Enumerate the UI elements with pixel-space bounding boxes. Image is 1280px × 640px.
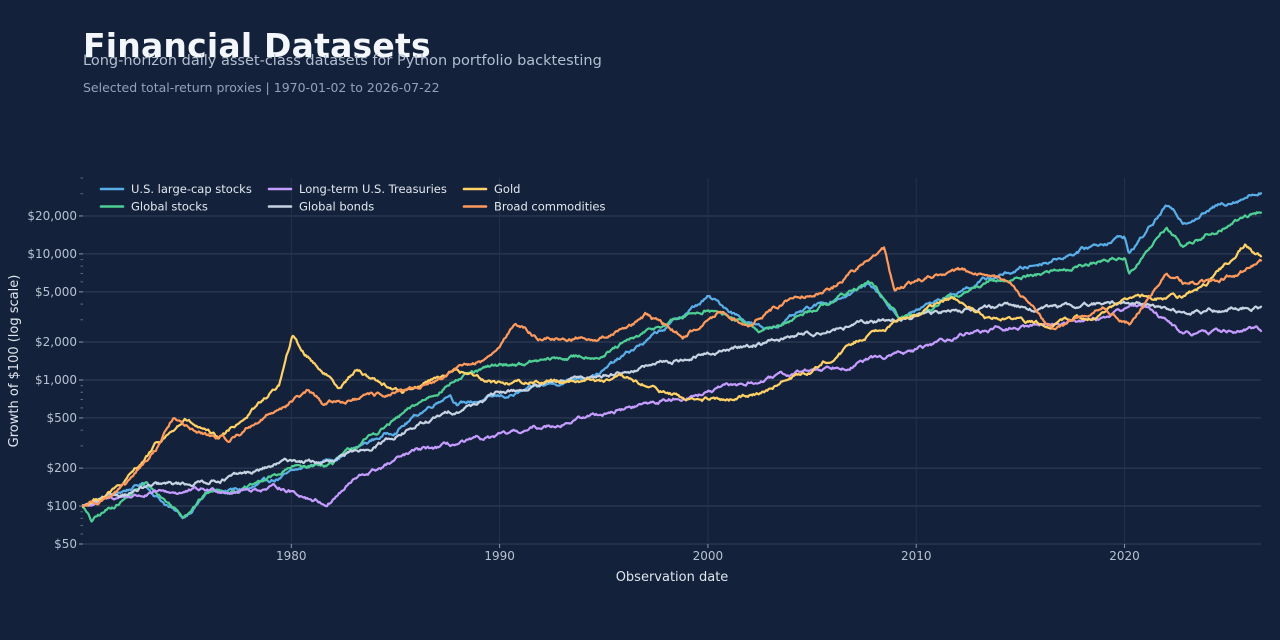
x-tick-label: 2020 bbox=[1109, 549, 1140, 563]
legend-label: Broad commodities bbox=[494, 200, 605, 214]
legend-label: Global stocks bbox=[131, 200, 208, 214]
y-tick-label: $50 bbox=[54, 537, 77, 551]
series-line bbox=[81, 243, 1263, 508]
y-tick-label: $2,000 bbox=[35, 335, 77, 349]
x-tick-label: 1990 bbox=[484, 549, 515, 563]
y-tick-label: $500 bbox=[46, 411, 77, 425]
series-line bbox=[81, 246, 1263, 507]
chart-grid bbox=[83, 178, 1261, 545]
legend-label: Gold bbox=[494, 182, 520, 196]
legend-label: U.S. large-cap stocks bbox=[131, 182, 252, 196]
y-tick-label: $100 bbox=[46, 499, 77, 513]
page-subtitle: Long-horizon daily asset-class datasets … bbox=[83, 53, 602, 69]
series-line bbox=[81, 211, 1263, 523]
page-title: Financial Datasets bbox=[83, 26, 431, 65]
y-tick-label: $20,000 bbox=[27, 209, 77, 223]
legend-label: Global bonds bbox=[299, 200, 374, 214]
x-axis: 1980 1990 2000 2010 2020 bbox=[276, 544, 1140, 563]
y-axis: $50 $100 $200 $500 $1,000 $2,000 $5,000 $10,000… bbox=[27, 177, 83, 551]
y-tick-label: $5,000 bbox=[35, 285, 77, 299]
y-axis-title: Growth of $100 (log scale) bbox=[7, 275, 22, 448]
x-tick-label: 2010 bbox=[901, 549, 932, 563]
x-tick-label: 2000 bbox=[693, 549, 724, 563]
legend-label: Long-term U.S. Treasuries bbox=[299, 182, 447, 196]
y-tick-label: $1,000 bbox=[35, 373, 77, 387]
date-range-caption: Selected total-return proxies | 1970-01-… bbox=[83, 80, 440, 95]
series-line bbox=[81, 303, 1263, 508]
y-tick-label: $10,000 bbox=[27, 247, 77, 261]
y-tick-label: $200 bbox=[46, 461, 77, 475]
chart-series bbox=[81, 192, 1263, 523]
x-tick-label: 1980 bbox=[276, 549, 307, 563]
chart-legend: U.S. large-cap stocks Global stocks Long-t… bbox=[99, 182, 605, 214]
x-axis-title: Observation date bbox=[616, 570, 729, 585]
series-line bbox=[81, 300, 1263, 508]
